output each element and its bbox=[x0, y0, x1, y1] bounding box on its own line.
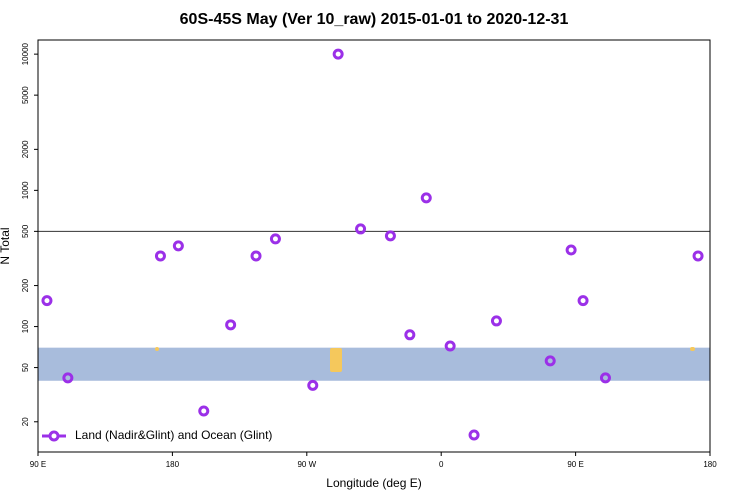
data-point bbox=[468, 429, 480, 441]
x-tick-label: 180 bbox=[166, 460, 180, 469]
land-patch bbox=[690, 347, 695, 351]
data-point bbox=[250, 250, 262, 262]
data-point bbox=[444, 340, 456, 352]
y-tick-label: 50 bbox=[21, 363, 30, 372]
y-tick-label: 1000 bbox=[21, 181, 30, 199]
plot-frame bbox=[37, 39, 711, 453]
y-tick-label: 2000 bbox=[21, 140, 30, 158]
y-tick-label: 10000 bbox=[21, 42, 30, 65]
data-point bbox=[692, 250, 704, 262]
y-tick-label: 200 bbox=[21, 278, 30, 292]
data-point bbox=[41, 295, 53, 307]
data-point bbox=[577, 295, 589, 307]
x-tick-label: 90 E bbox=[30, 460, 46, 469]
x-tick-label: 90 W bbox=[297, 460, 316, 469]
y-axis-label: N Total bbox=[0, 227, 12, 264]
reference-band bbox=[38, 347, 710, 381]
x-tick-label: 180 bbox=[703, 460, 717, 469]
legend-label: Land (Nadir&Glint) and Ocean (Glint) bbox=[75, 428, 272, 442]
data-point bbox=[172, 240, 184, 252]
data-point bbox=[404, 329, 416, 341]
y-tick-label: 500 bbox=[21, 224, 30, 238]
land-patch bbox=[155, 347, 159, 351]
x-tick-label: 90 E bbox=[567, 460, 583, 469]
legend-marker bbox=[48, 430, 60, 442]
data-point bbox=[154, 250, 166, 262]
data-point bbox=[490, 315, 502, 327]
y-tick-label: 100 bbox=[21, 319, 30, 333]
data-point bbox=[384, 230, 396, 242]
data-point bbox=[355, 223, 367, 235]
land-patch bbox=[330, 348, 342, 372]
data-point bbox=[269, 233, 281, 245]
data-point bbox=[62, 372, 74, 384]
x-tick-label: 0 bbox=[439, 460, 444, 469]
data-point bbox=[198, 405, 210, 417]
x-axis-label: Longitude (deg E) bbox=[326, 476, 421, 490]
data-point bbox=[544, 355, 556, 367]
y-tick-label: 20 bbox=[21, 417, 30, 426]
data-point bbox=[307, 379, 319, 391]
data-point bbox=[332, 48, 344, 60]
data-point bbox=[225, 319, 237, 331]
y-tick-label: 5000 bbox=[21, 86, 30, 104]
chart-title: 60S-45S May (Ver 10_raw) 2015-01-01 to 2… bbox=[180, 11, 569, 28]
data-point bbox=[565, 244, 577, 256]
data-point bbox=[599, 372, 611, 384]
data-point bbox=[420, 192, 432, 204]
